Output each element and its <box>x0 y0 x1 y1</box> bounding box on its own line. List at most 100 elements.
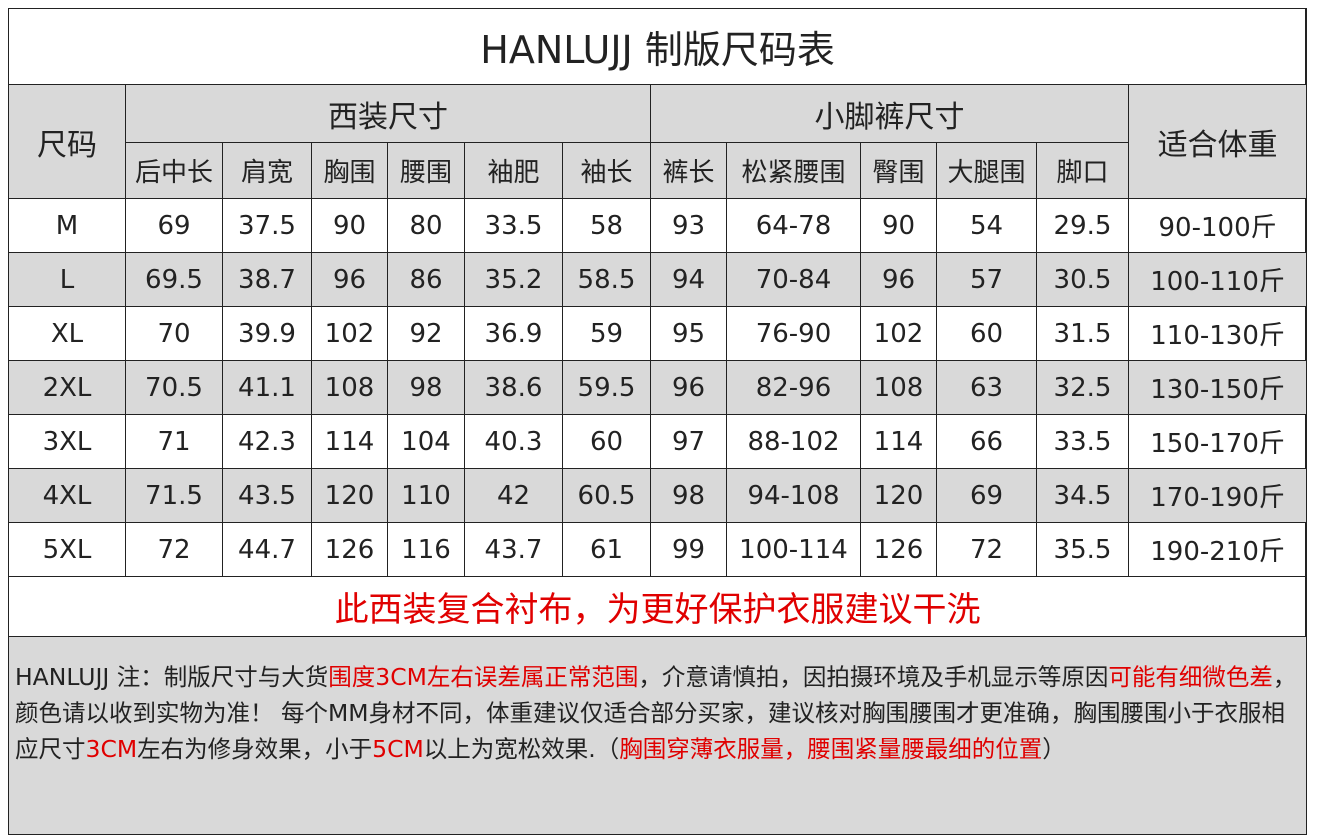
table-cell: 63 <box>936 360 1037 415</box>
table-cell: 96 <box>860 252 937 307</box>
table-cell: 108 <box>311 360 388 415</box>
column-header: 肩宽 <box>222 142 312 199</box>
table-cell: 108 <box>860 360 937 415</box>
table-cell: 116 <box>387 522 465 577</box>
table-cell: 98 <box>650 468 727 523</box>
table-cell: 3XL <box>8 414 126 469</box>
column-header: 后中长 <box>125 142 223 199</box>
table-cell: 42 <box>464 468 563 523</box>
table-cell: 95 <box>650 306 727 361</box>
table-cell: 69 <box>125 198 223 253</box>
table-cell: 72 <box>936 522 1037 577</box>
column-header: 大腿围 <box>936 142 1037 199</box>
table-cell: 120 <box>860 468 937 523</box>
title: HANLUJJ 制版尺码表 <box>7 8 1308 85</box>
pants-header: 小脚裤尺寸 <box>650 84 1129 143</box>
table-cell: 70-84 <box>726 252 861 307</box>
table-row: 5XL 72 44.7 126 116 43.7 61 99 100-114 126 72 35.5 1… <box>8 522 1308 577</box>
table-cell: 39.9 <box>222 306 312 361</box>
table-cell: 86 <box>387 252 465 307</box>
table-cell: 110-130斤 <box>1127 306 1308 361</box>
table-cell: 90 <box>311 198 388 253</box>
table-cell: 150-170斤 <box>1127 414 1308 469</box>
table-cell: 94 <box>650 252 727 307</box>
notes: HANLUJJ 注：制版尺寸与大货围度3CM左右误差属正常范围，介意请慎拍，因拍… <box>7 636 1308 835</box>
table-cell: 114 <box>311 414 388 469</box>
table-row: XL 70 39.9 102 92 36.9 59 95 76-90 102 60 31.5 110-1… <box>8 306 1308 361</box>
table-row: L 69.5 38.7 96 86 35.2 58.5 94 70-84 96 57 30.5 100-… <box>8 252 1308 307</box>
size-chart: HANLUJJ 制版尺码表 尺码 西装尺寸 小脚裤尺寸 适合体重 后中长 肩宽 胸围… <box>7 8 1308 835</box>
table-cell: 60.5 <box>562 468 651 523</box>
table-cell: 59 <box>562 306 651 361</box>
table-cell: 92 <box>387 306 465 361</box>
table-cell: 69 <box>936 468 1037 523</box>
table-cell: 43.7 <box>464 522 563 577</box>
table-cell: 130-150斤 <box>1127 360 1308 415</box>
note-segment: 胸围穿薄衣服量，腰围紧量腰最细的位置 <box>619 735 1043 763</box>
note-segment: 可能有细微色差 <box>1108 663 1273 691</box>
table-cell: 93 <box>650 198 727 253</box>
table-cell: 88-102 <box>726 414 861 469</box>
note-segment: 以上为宽松效果.（ <box>423 735 620 763</box>
table-cell: 170-190斤 <box>1127 468 1308 523</box>
table-cell: 40.3 <box>464 414 563 469</box>
table-cell: 104 <box>387 414 465 469</box>
table-cell: 35.5 <box>1036 522 1129 577</box>
table-cell: 90-100斤 <box>1127 198 1308 253</box>
note-segment: ） <box>1042 735 1066 763</box>
column-header: 腰围 <box>387 142 465 199</box>
column-header: 胸围 <box>311 142 388 199</box>
table-cell: 70.5 <box>125 360 223 415</box>
table-cell: 114 <box>860 414 937 469</box>
table-cell: 29.5 <box>1036 198 1129 253</box>
table-cell: 37.5 <box>222 198 312 253</box>
table-cell: 4XL <box>8 468 126 523</box>
note-segment: 左右为修身效果，小于 <box>137 735 373 763</box>
table-cell: 82-96 <box>726 360 861 415</box>
care-note: 此西装复合衬布，为更好保护衣服建议干洗 <box>7 576 1308 637</box>
table-cell: 36.9 <box>464 306 563 361</box>
table-cell: 100-114 <box>726 522 861 577</box>
table-cell: 30.5 <box>1036 252 1129 307</box>
table-cell: 102 <box>860 306 937 361</box>
table-row: M 69 37.5 90 80 33.5 58 93 64-78 90 54 29.5 90-100斤 <box>8 198 1308 253</box>
care-row: 此西装复合衬布，为更好保护衣服建议干洗 <box>7 576 1308 637</box>
table-cell: 190-210斤 <box>1127 522 1308 577</box>
table-cell: 60 <box>936 306 1037 361</box>
suit-header: 西装尺寸 <box>125 84 651 143</box>
table-cell: 69.5 <box>125 252 223 307</box>
table-cell: M <box>8 198 126 253</box>
table-cell: XL <box>8 306 126 361</box>
table-cell: 126 <box>311 522 388 577</box>
table-cell: 100-110斤 <box>1127 252 1308 307</box>
table-cell: 72 <box>125 522 223 577</box>
note-segment: 3CM <box>85 735 138 763</box>
size-header: 尺码 <box>8 84 126 199</box>
table-cell: 96 <box>311 252 388 307</box>
weight-header: 适合体重 <box>1127 84 1308 199</box>
table-cell: 44.7 <box>222 522 312 577</box>
table-cell: 33.5 <box>1036 414 1129 469</box>
table-cell: 120 <box>311 468 388 523</box>
column-header: 裤长 <box>650 142 727 199</box>
table-cell: 102 <box>311 306 388 361</box>
column-header: 袖长 <box>562 142 651 199</box>
size-table: HANLUJJ 制版尺码表 尺码 西装尺寸 小脚裤尺寸 适合体重 后中长 肩宽 胸围… <box>7 8 1308 835</box>
note-segment: ，介意请慎拍，因拍摄环境及手机显示等原因 <box>638 663 1109 691</box>
table-cell: 99 <box>650 522 727 577</box>
table-cell: 80 <box>387 198 465 253</box>
table-cell: 34.5 <box>1036 468 1129 523</box>
table-cell: 5XL <box>8 522 126 577</box>
table-cell: 70 <box>125 306 223 361</box>
notes-row: HANLUJJ 注：制版尺寸与大货围度3CM左右误差属正常范围，介意请慎拍，因拍… <box>7 636 1308 835</box>
table-cell: 32.5 <box>1036 360 1129 415</box>
note-segment: HANLUJJ 注：制版尺寸与大货 <box>15 663 329 691</box>
table-cell: 41.1 <box>222 360 312 415</box>
table-cell: 43.5 <box>222 468 312 523</box>
table-cell: 54 <box>936 198 1037 253</box>
table-cell: 58 <box>562 198 651 253</box>
note-segment: 5CM <box>372 735 424 763</box>
table-cell: 38.6 <box>464 360 563 415</box>
table-cell: 59.5 <box>562 360 651 415</box>
table-cell: 76-90 <box>726 306 861 361</box>
